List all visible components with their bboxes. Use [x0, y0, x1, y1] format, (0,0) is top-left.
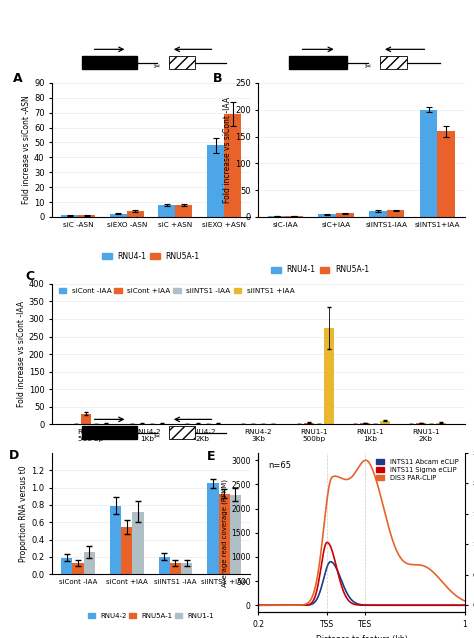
INTS11 Abcam eCLIP — [457, 602, 463, 609]
INTS11 Abcam eCLIP — [367, 602, 373, 609]
Text: n=65: n=65 — [269, 461, 292, 470]
Bar — [110, 214, 127, 217]
DIS3 PAR-CLIP — [355, 465, 360, 473]
DIS3 PAR-CLIP — [462, 597, 467, 605]
Y-axis label: Fold increase vs siCont -IAA: Fold increase vs siCont -IAA — [223, 97, 232, 203]
Bar — [360, 423, 370, 424]
Bar — [132, 512, 144, 574]
Line: INTS11 Abcam eCLIP: INTS11 Abcam eCLIP — [258, 561, 465, 605]
DIS3 PAR-CLIP — [457, 595, 463, 602]
Bar — [230, 494, 241, 574]
Bar — [169, 426, 195, 439]
DIS3 PAR-CLIP — [367, 461, 373, 468]
INTS11 Sigma eCLIP — [367, 602, 373, 609]
INTS11 Abcam eCLIP — [355, 600, 361, 608]
Legend: RNU4-1, RNU5A-1: RNU4-1, RNU5A-1 — [268, 262, 372, 278]
INTS11 Abcam eCLIP — [354, 600, 359, 607]
INTS11 Sigma eCLIP — [462, 602, 467, 609]
INTS11 Sigma eCLIP — [425, 602, 430, 609]
Bar — [127, 211, 144, 217]
INTS11 Abcam eCLIP — [425, 602, 430, 609]
Text: ✂: ✂ — [154, 432, 160, 441]
Y-axis label: Average read coverage (RPKM): Average read coverage (RPKM) — [222, 478, 228, 587]
Bar — [419, 110, 438, 217]
Text: B: B — [213, 72, 222, 85]
Bar — [170, 563, 181, 574]
Bar — [207, 145, 224, 217]
Bar — [208, 484, 219, 574]
Bar — [181, 563, 192, 574]
Bar — [158, 205, 175, 217]
DIS3 PAR-CLIP — [379, 496, 384, 503]
Bar — [387, 211, 404, 217]
Legend: RNU4-2, RNU5A-1, RNU1-1: RNU4-2, RNU5A-1, RNU1-1 — [85, 610, 217, 621]
Bar — [304, 422, 314, 424]
Bar — [416, 423, 426, 424]
Bar — [289, 56, 347, 69]
INTS11 Abcam eCLIP — [379, 602, 384, 609]
INTS11 Abcam eCLIP — [255, 602, 261, 609]
Bar — [380, 56, 407, 69]
Bar — [110, 506, 121, 574]
Bar — [319, 214, 336, 217]
Y-axis label: Proportion RNA versus t0: Proportion RNA versus t0 — [19, 465, 28, 562]
Bar — [82, 56, 137, 69]
INTS11 Sigma eCLIP — [354, 601, 359, 609]
Legend: RNU4-1, RNU5A-1: RNU4-1, RNU5A-1 — [100, 249, 203, 264]
DIS3 PAR-CLIP — [363, 456, 369, 464]
Legend: INTS11 Abcam eCLIP, INTS11 Sigma eCLIP, DIS3 PAR-CLIP: INTS11 Abcam eCLIP, INTS11 Sigma eCLIP, … — [374, 456, 461, 484]
Bar — [78, 216, 95, 217]
Bar — [82, 426, 137, 439]
Bar — [169, 56, 195, 69]
Text: ✂: ✂ — [154, 62, 160, 71]
Text: C: C — [25, 270, 35, 283]
Bar — [61, 216, 78, 217]
Bar — [175, 205, 192, 217]
Bar — [219, 494, 230, 574]
Bar — [438, 131, 455, 217]
Y-axis label: Fold increase vs siCont -IAA: Fold increase vs siCont -IAA — [17, 301, 26, 407]
Bar — [73, 563, 83, 574]
Bar — [324, 328, 334, 424]
DIS3 PAR-CLIP — [255, 602, 261, 609]
Text: E: E — [207, 450, 215, 463]
DIS3 PAR-CLIP — [425, 564, 430, 572]
Bar — [159, 557, 170, 574]
INTS11 Sigma eCLIP — [457, 602, 463, 609]
INTS11 Abcam eCLIP — [328, 558, 334, 565]
INTS11 Sigma eCLIP — [355, 601, 361, 609]
Text: ✂: ✂ — [365, 62, 371, 71]
DIS3 PAR-CLIP — [354, 467, 359, 475]
Bar — [380, 421, 390, 424]
Bar — [369, 211, 387, 217]
Bar — [121, 526, 132, 574]
Text: A: A — [12, 72, 22, 85]
Legend: siCont -IAA, siCont +IAA, siINTS1 -IAA, siINTS1 +IAA: siCont -IAA, siCont +IAA, siINTS1 -IAA, … — [56, 285, 297, 297]
Bar — [61, 558, 73, 574]
X-axis label: Distance to feature (kb): Distance to feature (kb) — [316, 635, 407, 638]
Y-axis label: Fold increase vs siCont -ASN: Fold increase vs siCont -ASN — [22, 96, 31, 204]
Bar — [83, 552, 95, 574]
Bar — [224, 114, 241, 217]
Text: D: D — [9, 449, 19, 463]
INTS11 Sigma eCLIP — [324, 538, 330, 546]
Line: DIS3 PAR-CLIP: DIS3 PAR-CLIP — [258, 460, 465, 605]
INTS11 Abcam eCLIP — [462, 602, 467, 609]
INTS11 Sigma eCLIP — [379, 602, 384, 609]
Line: INTS11 Sigma eCLIP: INTS11 Sigma eCLIP — [258, 542, 465, 605]
Bar — [336, 213, 354, 217]
INTS11 Sigma eCLIP — [255, 602, 261, 609]
Bar — [81, 414, 91, 424]
Bar — [436, 422, 446, 424]
